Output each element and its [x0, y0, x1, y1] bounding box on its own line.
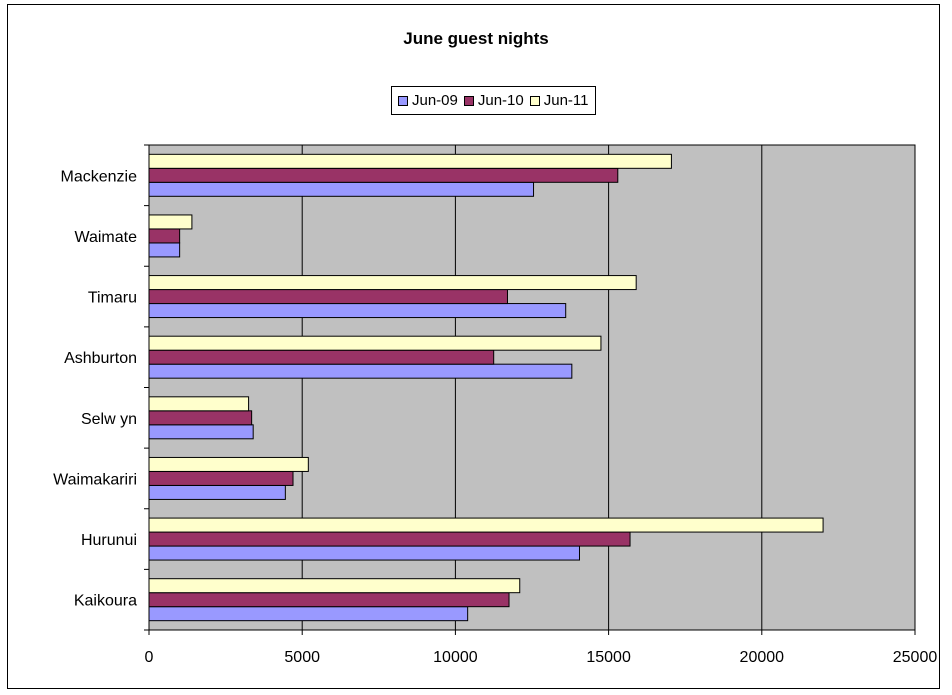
bar-jun-11-4	[148, 335, 602, 351]
category-label: Waimate	[74, 229, 137, 246]
bar-jun-10-2	[148, 470, 294, 486]
x-tick-label: 25000	[893, 649, 938, 666]
legend-swatch	[398, 95, 408, 106]
gridlines	[301, 145, 763, 630]
bar-jun-11-2	[148, 456, 309, 472]
bar-jun-11-3	[148, 396, 250, 412]
legend-entry: Jun-09	[398, 92, 458, 109]
x-tick-label: 20000	[740, 649, 785, 666]
category-label: Waimakariri	[53, 471, 137, 488]
bar-jun-09-2	[148, 484, 286, 500]
x-tick-label: 15000	[586, 649, 631, 666]
bar-jun-10-1	[148, 531, 631, 547]
bar-jun-10-6	[148, 228, 181, 244]
bar-jun-09-7	[148, 181, 535, 197]
category-label: Mackenzie	[61, 168, 138, 185]
x-tick-label: 5000	[284, 649, 320, 666]
bar-jun-10-7	[148, 167, 619, 183]
axes: 0 5000 10000 15000 20000 25000 Kaikoura Hurunui…	[53, 144, 938, 666]
legend-label: Jun-09	[412, 92, 458, 109]
bar-jun-10-3	[148, 410, 253, 426]
bar-jun-11-6	[148, 214, 193, 230]
bar-jun-09-6	[148, 242, 181, 258]
legend-swatch	[463, 95, 474, 106]
category-label: Kaikoura	[74, 593, 137, 610]
legend-entry: Jun-10	[463, 92, 524, 109]
category-label: Ashburton	[64, 350, 137, 367]
legend-entry: Jun-11	[529, 92, 589, 109]
legend-label: Jun-10	[477, 92, 524, 109]
category-label: Selw yn	[81, 411, 137, 428]
x-tick-label: 0	[145, 649, 154, 666]
legend-label: Jun-11	[543, 92, 589, 109]
bar-jun-11-7	[148, 153, 672, 169]
bar-jun-10-4	[148, 349, 495, 365]
bar-jun-11-5	[148, 275, 637, 291]
bar-jun-11-0	[148, 578, 521, 594]
bar-jun-10-0	[148, 592, 510, 608]
x-tick-label: 10000	[433, 649, 478, 666]
bar-jun-11-1	[148, 517, 824, 533]
category-label: Hurunui	[81, 532, 137, 549]
chart-title: June guest nights	[403, 29, 549, 48]
category-label: Timaru	[88, 290, 137, 307]
bar-jun-09-4	[148, 363, 573, 379]
legend: Jun-09 Jun-10 Jun-11	[391, 86, 596, 115]
bar-jun-10-5	[148, 289, 508, 305]
bars	[148, 153, 824, 622]
bar-jun-09-5	[148, 303, 567, 319]
bar-jun-09-0	[148, 606, 469, 622]
bar-jun-09-1	[148, 545, 580, 561]
legend-swatch	[529, 95, 540, 106]
bar-jun-09-3	[148, 424, 254, 440]
